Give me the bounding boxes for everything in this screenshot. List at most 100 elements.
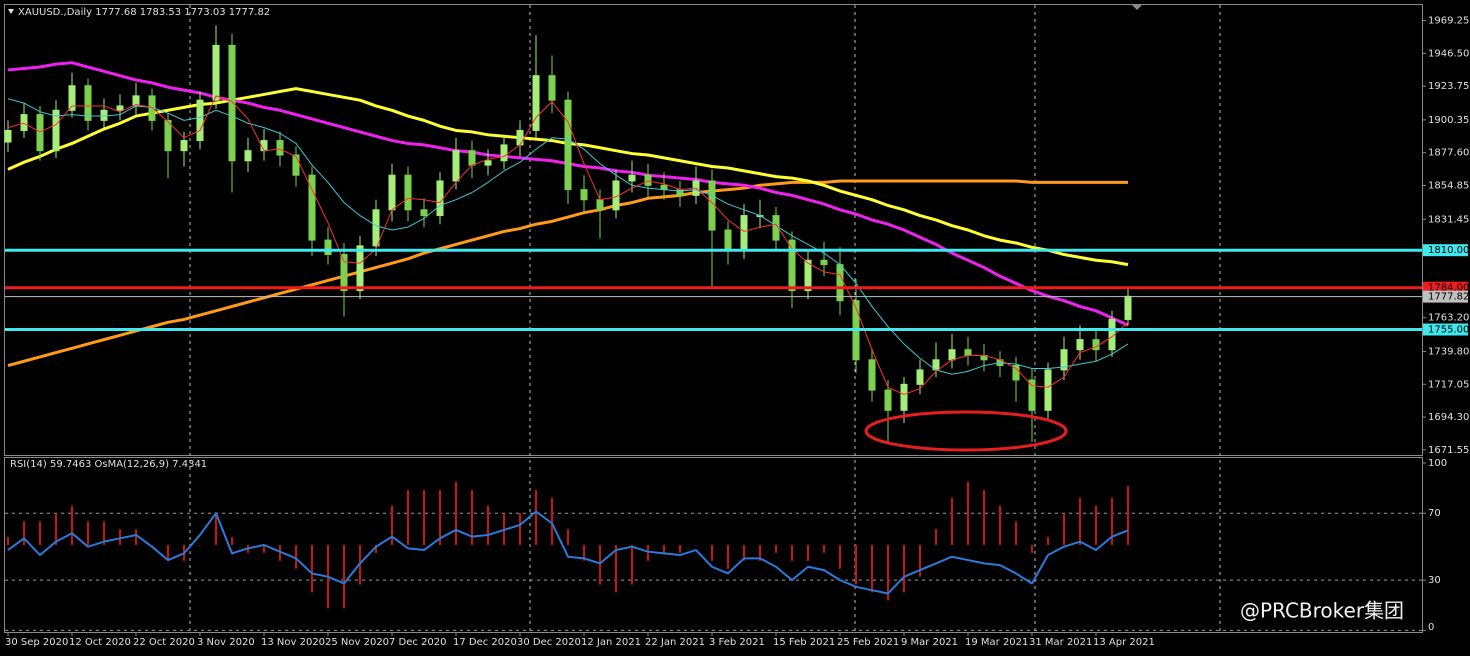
x-tick-label: 3 Feb 2021 — [709, 637, 765, 648]
candle-body — [404, 174, 412, 211]
osma-bar — [743, 545, 745, 561]
candle-body — [164, 119, 172, 152]
osma-bar — [311, 545, 313, 593]
candle-body — [884, 389, 892, 411]
candle-body — [580, 189, 588, 201]
candle-body — [276, 140, 284, 156]
y-tick-label: 1694.30 — [1428, 412, 1469, 423]
candle-body — [868, 359, 876, 391]
osma-bar — [487, 505, 489, 545]
y-tick-label: 30 — [1428, 575, 1441, 586]
candle-body — [836, 264, 844, 302]
y-tick-label: 1877.60 — [1428, 148, 1469, 159]
osma-bar — [39, 521, 41, 545]
level-label: 1784.00 — [1428, 283, 1469, 294]
osma-bar — [935, 529, 937, 545]
candle-body — [900, 383, 908, 411]
x-tick-label: 13 Nov 2020 — [261, 637, 325, 648]
chart-title: XAUUSD.,Daily 1777.68 1783.53 1773.03 17… — [18, 7, 270, 18]
level-label: 1777.82 — [1428, 292, 1469, 303]
candle-body — [244, 150, 252, 162]
osma-bar — [71, 505, 73, 545]
candle-body — [68, 85, 76, 111]
x-tick-label: 31 Mar 2021 — [1029, 637, 1092, 648]
candle-body — [468, 150, 476, 166]
osma-bar — [407, 489, 409, 545]
candle-body — [292, 154, 300, 176]
osma-bar — [87, 521, 89, 545]
candle-body — [1028, 379, 1036, 411]
osma-bar — [263, 545, 265, 553]
osma-bar — [7, 537, 9, 545]
candle-body — [420, 209, 428, 217]
candle-body — [1012, 365, 1020, 381]
x-tick-label: 3 Nov 2020 — [197, 637, 255, 648]
osma-bar — [279, 545, 281, 561]
candle-body — [1044, 369, 1052, 411]
y-tick-label: 1831.45 — [1428, 214, 1469, 225]
menu-arrow[interactable] — [8, 9, 14, 14]
candle-body — [1076, 339, 1084, 351]
x-tick-label: 19 Mar 2021 — [965, 637, 1028, 648]
osma-bar — [1015, 521, 1017, 545]
shift-marker — [1132, 5, 1142, 10]
osma-bar — [199, 545, 201, 546]
candle-body — [52, 109, 60, 152]
candle-body — [548, 75, 556, 101]
osma-bar — [855, 545, 857, 585]
ma-line — [7, 179, 1128, 368]
candle-body — [724, 229, 732, 251]
level-label: 1755.00 — [1428, 325, 1469, 336]
watermark: @PRCBroker集团 — [1240, 599, 1404, 623]
osma-bar — [167, 545, 169, 561]
osma-bar — [631, 545, 633, 585]
candle-body — [452, 150, 460, 182]
osma-bar — [423, 489, 425, 545]
y-tick-label: 1923.75 — [1428, 81, 1469, 92]
osma-bar — [1079, 497, 1081, 545]
y-tick-label: 1671.55 — [1428, 445, 1469, 456]
y-tick-label: 100 — [1428, 458, 1447, 469]
candle-body — [1092, 339, 1100, 351]
osma-bar — [1095, 505, 1097, 545]
osma-bar — [599, 545, 601, 585]
candle-body — [500, 144, 508, 162]
y-tick-label: 1946.50 — [1428, 48, 1469, 59]
x-tick-label: 25 Feb 2021 — [837, 637, 899, 648]
osma-bar — [983, 489, 985, 545]
osma-bar — [55, 513, 57, 545]
osma-bar — [967, 481, 969, 545]
osma-bar — [615, 545, 617, 593]
x-tick-label: 22 Jan 2021 — [645, 637, 705, 648]
x-tick-label: 12 Oct 2020 — [69, 637, 131, 648]
osma-bar — [519, 513, 521, 545]
candle-body — [740, 215, 748, 251]
osma-bar — [727, 545, 729, 569]
x-tick-label: 15 Feb 2021 — [773, 637, 835, 648]
indicator-panel-frame — [4, 457, 1423, 633]
osma-bar — [135, 529, 137, 545]
osma-bar — [551, 497, 553, 545]
candle-body — [628, 174, 636, 182]
plot-layer: 1969.25 1946.50 1923.75 1900.35 1877.60 1854.… — [4, 16, 1469, 648]
ma-line — [7, 510, 1129, 595]
osma-bar — [1047, 537, 1049, 545]
candle-body — [100, 109, 108, 121]
osma-bar — [343, 545, 345, 609]
candle-body — [196, 99, 204, 142]
candle-body — [84, 85, 92, 121]
candle-body — [436, 180, 444, 217]
candle-body — [356, 245, 364, 292]
osma-bar — [583, 545, 585, 561]
candle-body — [564, 99, 572, 191]
osma-bar — [887, 545, 889, 601]
candle-body — [20, 114, 28, 131]
candle-body — [820, 259, 828, 266]
osma-bar — [775, 545, 777, 553]
osma-bar — [1127, 486, 1129, 545]
x-tick-label: 30 Sep 2020 — [5, 637, 68, 648]
candle-body — [916, 369, 924, 385]
osma-bar — [439, 489, 441, 545]
candle-body — [948, 349, 956, 361]
osma-bar — [791, 545, 793, 561]
